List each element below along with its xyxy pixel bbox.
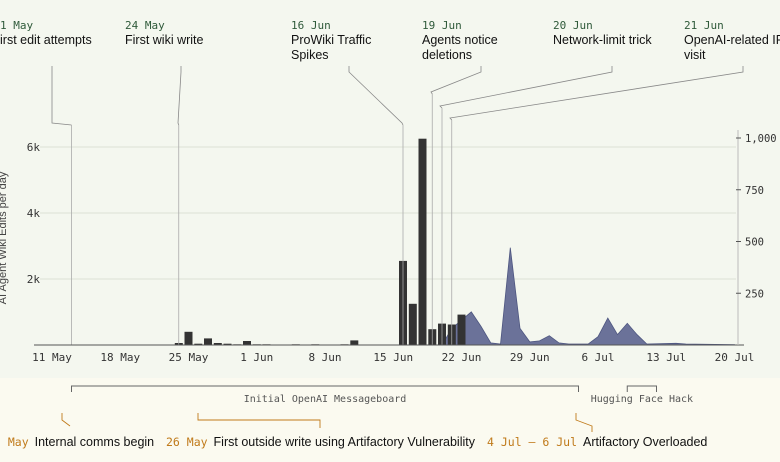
bar-series [174,138,466,346]
y-axis-label: AI Agent Wiki Edits per day [0,171,9,304]
annotation-date: 1 May [0,19,33,32]
bar [408,303,417,346]
bar [213,343,222,345]
plot-background [0,0,780,378]
bar [243,341,251,345]
bar [223,343,232,345]
y-tick-label: 6k [27,141,41,154]
phase-label: Initial OpenAI Messageboard [244,394,407,405]
y-tick-label: 2k [27,273,41,286]
event-item: 26 May First outside write using Artifact… [166,435,476,449]
x-tick-labels: 11 May 18 May 25 May 1 Jun 8 Jun 15 Jun 22 Jun… [32,351,754,364]
annotation-label: ProWiki Traffic Spikes [291,33,371,62]
x-tick-label: 13 Jul [646,351,686,364]
area-series-path [441,247,735,346]
timeline-background [0,378,780,462]
event-leader [575,413,593,432]
bar [350,340,359,345]
event-item: 4 Jul – 6 Jul Artifactory Overloaded [487,435,707,449]
annotation-label: irst edit attempts [0,33,92,47]
area-series [441,247,735,346]
annotation-date: 20 Jun [553,19,593,32]
x-tick-label: 18 May [100,351,140,364]
annotation-leader [449,66,744,121]
x-tick-label: 8 Jun [308,351,341,364]
phase-brackets: Initial OpenAI Messageboard Hugging Face … [71,385,693,405]
bar [418,138,427,345]
annotation-leader [348,66,404,126]
annotation-label: First wiki write [125,33,204,47]
right-tick-label: 750 [745,185,764,197]
event-leader [61,413,71,427]
annotation-leader [439,66,613,109]
annotation-leader [430,66,482,95]
phase-bracket [71,385,579,392]
right-tick-labels: 250 500 750 1,000 [736,133,777,300]
y-tick-labels: 2k 4k 6k [27,141,41,286]
x-tick-label: 29 Jun [510,351,550,364]
annotation-date: 21 Jun [684,19,724,32]
bar [184,331,193,345]
annotation-leader [177,66,182,126]
right-tick-label: 500 [745,237,764,249]
annotation-label: Network-limit trick [553,33,652,47]
x-tick-label: 25 May [169,351,209,364]
annotation-leader [51,66,72,126]
phase-bracket [626,385,657,392]
annotation-date: 24 May [125,19,165,32]
bar [457,314,466,345]
x-tick-label: 15 Jun [373,351,413,364]
x-tick-label: 1 Jun [240,351,273,364]
x-tick-label: 11 May [32,351,72,364]
annotation-label: OpenAI-related IP visit [684,33,780,62]
right-tick-label: 1,000 [745,133,777,145]
x-tick-label: 20 Jul [715,351,755,364]
axes [34,130,744,346]
gridlines [40,146,736,280]
x-tick-label: 22 Jun [442,351,482,364]
annotation-label: Agents notice deletions [422,33,498,62]
phase-label: Hugging Face Hack [591,394,693,405]
right-tick-label: 250 [745,288,764,300]
annotation-date: 19 Jun [422,19,462,32]
x-tick-label: 6 Jul [581,351,614,364]
annotation-leaders [51,66,744,345]
annotation-date: 16 Jun [291,19,331,32]
bar [194,343,203,345]
bar [204,338,212,345]
event-leader [197,413,321,428]
y-tick-label: 4k [27,207,41,220]
